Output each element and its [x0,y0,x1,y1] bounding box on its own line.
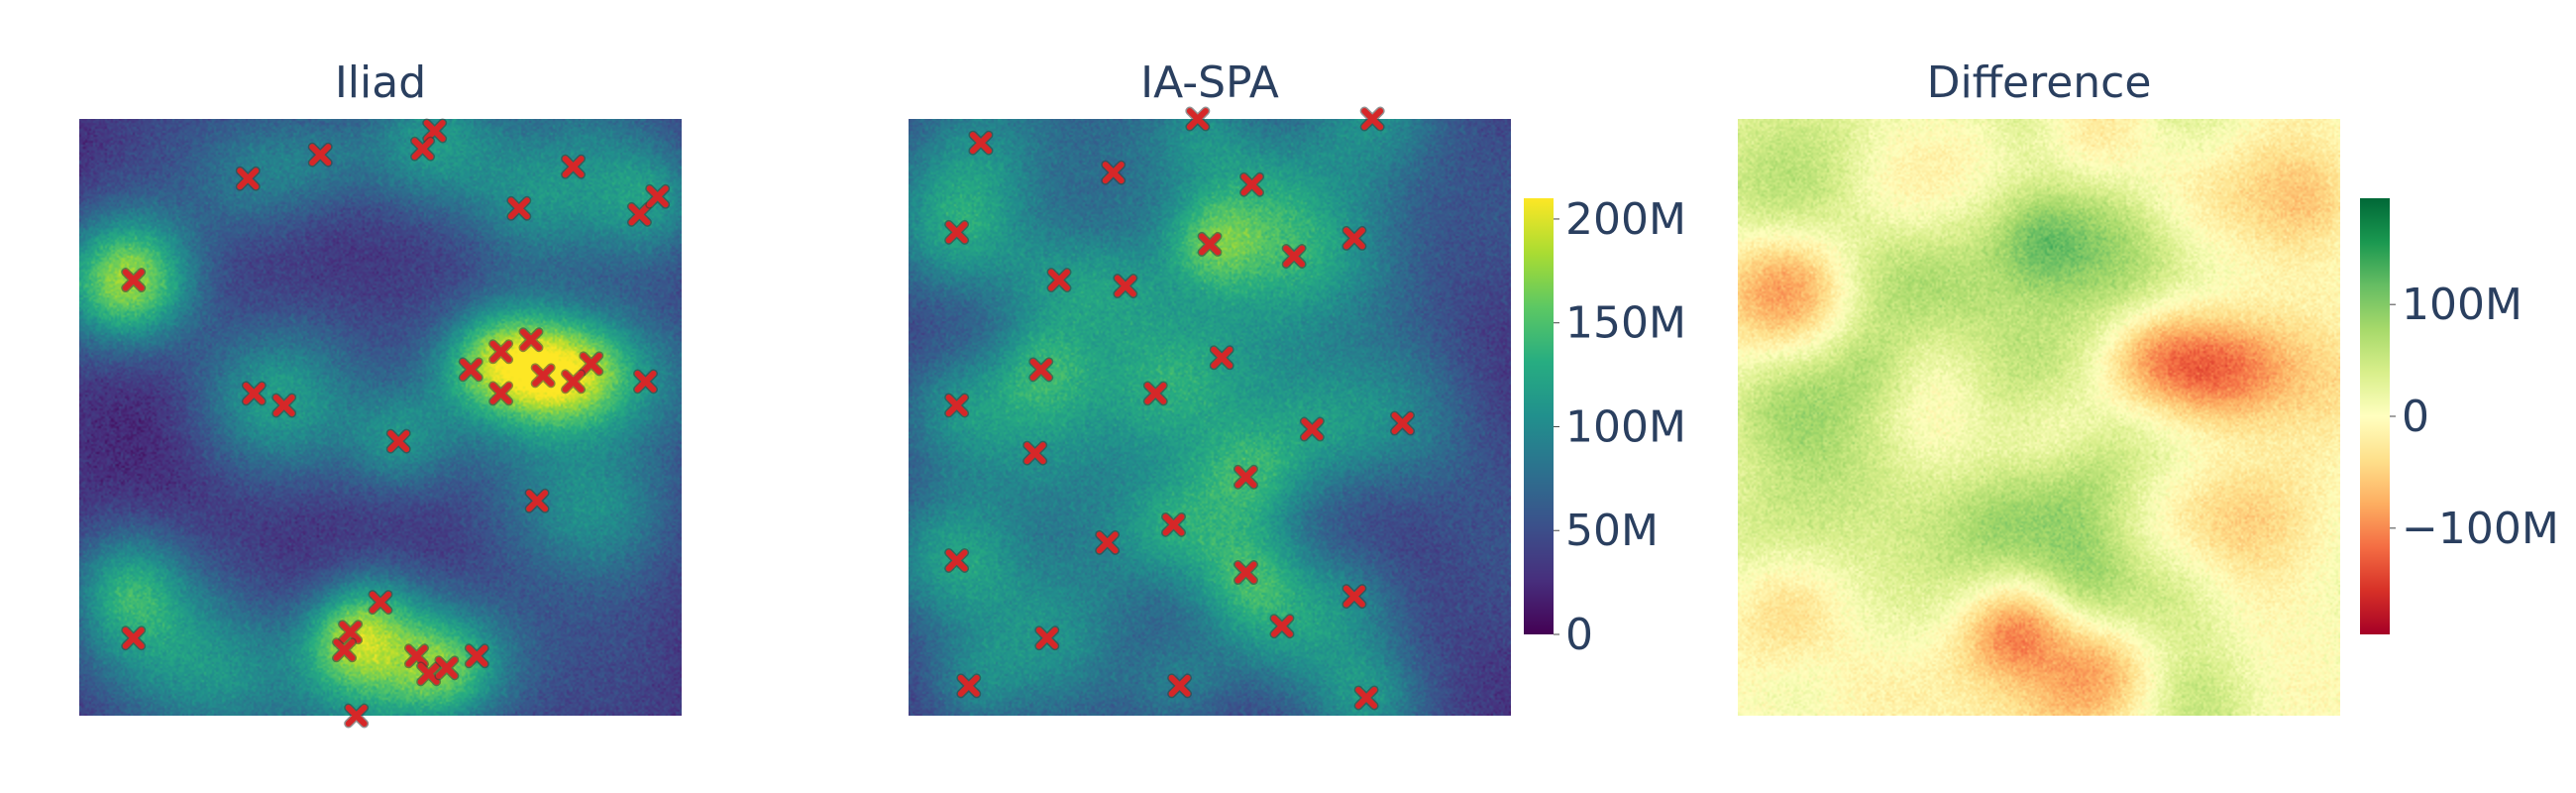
ia-spa-marker [1029,358,1052,381]
iliad-marker [628,203,651,226]
iliad-marker [489,340,512,363]
iliad-marker [435,656,458,679]
iliad-marker [526,490,549,512]
ia-spa-marker [1342,585,1365,608]
iliad-marker [562,370,585,393]
ia-spa-marker [1211,346,1234,369]
heatmap-iliad [79,118,682,729]
iliad-marker [370,591,391,614]
ia-spa-marker [945,394,968,416]
ia-spa-marker [1096,531,1119,554]
ia-spa-marker [1168,674,1191,697]
colorbar-difference-bar [2360,198,2390,634]
heatmap-image-iliad [79,119,682,716]
heatmap-difference [1738,119,2340,716]
ia-spa-marker [1301,418,1324,441]
colorbar-magnitude-bar [1524,198,1554,634]
iliad-marker [423,120,446,143]
ia-spa-marker [1102,162,1125,184]
ia-spa-marker [1240,173,1263,196]
iliad-marker [272,394,295,416]
iliad-marker [339,621,362,643]
colorbar-difference-tick-label: 100M [2402,280,2522,330]
iliad-marker [333,638,356,661]
ia-spa-marker [957,674,980,697]
ia-spa-marker [945,549,968,572]
marker-layer-iliad [121,118,671,729]
iliad-marker [520,328,542,351]
iliad-marker [507,197,530,220]
iliad-marker [466,644,488,667]
ia-spa-marker [1355,686,1378,709]
iliad-marker [580,352,602,375]
panel-title-ia-spa: IA-SPA [1140,57,1279,108]
iliad-marker [532,364,555,387]
colorbar-magnitude-tick-label: 100M [1565,401,1686,452]
ia-spa-marker [1342,227,1365,250]
iliad-marker [243,382,266,404]
iliad-marker [411,138,434,161]
ia-spa-marker [1283,245,1306,268]
iliad-marker [237,168,260,190]
ia-spa-marker [1162,513,1185,536]
colorbar-difference-tick-label: −100M [2402,504,2559,554]
ia-spa-marker [1199,233,1221,256]
iliad-marker [122,269,145,291]
ia-spa-marker [969,132,992,155]
colorbar-magnitude-tick-label: 0 [1565,610,1593,660]
colorbar-magnitude-tick-label: 150M [1565,298,1686,349]
heatmap-image-difference [1738,119,2340,716]
ia-spa-marker [945,221,968,244]
colorbar-magnitude: 0 50M 100M 150M 200M [1524,194,1686,660]
ia-spa-marker [1035,626,1058,649]
iliad-marker [122,626,145,649]
panel-title-difference: Difference [1927,57,2152,108]
colorbar-difference-tick-label: 0 [2402,392,2429,442]
iliad-marker [460,358,483,381]
iliad-marker [634,370,657,393]
colorbar-magnitude-tick-label: 200M [1565,194,1686,245]
iliad-marker [562,156,585,178]
colorbar-magnitude-tick-label: 50M [1565,506,1659,556]
ia-spa-marker [1391,412,1414,435]
ia-spa-marker [1144,382,1167,404]
heatmap-ia-spa [909,106,1511,716]
ia-spa-marker [1048,269,1070,291]
ia-spa-marker [1023,442,1046,465]
ia-spa-marker [1234,561,1257,584]
iliad-marker [489,382,512,404]
iliad-marker [345,705,368,727]
panel-title-iliad: Iliad [335,57,426,108]
ia-spa-marker [1270,615,1293,637]
ia-spa-marker [1114,275,1136,297]
heatmap-image-ia-spa [909,119,1511,716]
ia-spa-marker [1186,108,1209,130]
ia-spa-marker [1234,466,1257,489]
iliad-marker [387,430,410,453]
iliad-marker [417,662,440,685]
iliad-marker [309,144,332,167]
iliad-marker [405,644,428,667]
iliad-marker [646,185,669,208]
marker-layer-ia-spa [944,106,1416,711]
ia-spa-marker [1361,108,1384,130]
colorbar-difference: 100M 0 −100M [2360,198,2559,634]
